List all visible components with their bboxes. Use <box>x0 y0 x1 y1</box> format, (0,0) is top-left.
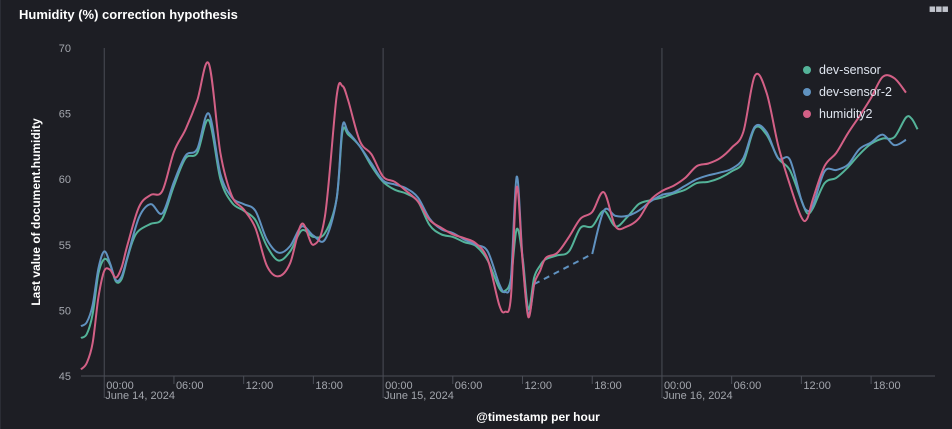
legend-item[interactable]: humidity2 <box>819 107 873 121</box>
chart-grid <box>81 48 935 398</box>
legend-swatch <box>803 110 811 118</box>
x-tick-date-label: June 16, 2024 <box>663 390 733 402</box>
x-tick-label: 18:00 <box>315 380 343 392</box>
x-axis-title: @timestamp per hour <box>476 410 600 424</box>
y-tick-label: 55 <box>59 240 71 252</box>
y-tick-label: 70 <box>59 43 71 55</box>
series-line-dev-sensor-2 <box>80 112 536 328</box>
y-tick-label: 60 <box>59 174 71 186</box>
x-tick-label: 06:00 <box>455 380 483 392</box>
y-tick-label: 65 <box>59 109 71 121</box>
panel-title: Humidity (%) correction hypothesis <box>19 7 238 22</box>
legend-item[interactable]: dev-sensor-2 <box>819 85 892 99</box>
x-tick-date-label: June 14, 2024 <box>105 390 175 402</box>
legend: dev-sensor dev-sensor-2 humidity2 <box>803 63 892 121</box>
x-tick-label: 00:00 <box>106 380 134 392</box>
x-tick-label: 12:00 <box>525 380 553 392</box>
x-tick-label: 06:00 <box>176 380 204 392</box>
x-tick-label: 00:00 <box>385 380 413 392</box>
x-tick-label: 00:00 <box>664 380 692 392</box>
y-axis-title: Last value of document.humidity <box>29 118 43 306</box>
y-tick-label: 50 <box>59 305 71 317</box>
x-tick-date-label: June 15, 2024 <box>384 390 454 402</box>
x-tick-label: 06:00 <box>734 380 762 392</box>
ellipsis-icon[interactable]: ▪▪▪ <box>928 2 949 15</box>
series-line-dev-sensor-2 <box>591 123 907 255</box>
series-gap-line-dev-sensor-2 <box>533 253 593 286</box>
legend-item[interactable]: dev-sensor <box>819 63 881 77</box>
legend-swatch <box>803 88 811 96</box>
series-line-humidity2 <box>80 61 907 371</box>
x-tick-label: 12:00 <box>803 380 831 392</box>
x-tick-label: 18:00 <box>594 380 622 392</box>
chart-series <box>80 61 919 371</box>
y-tick-label: 45 <box>59 371 71 383</box>
legend-swatch <box>803 66 811 74</box>
y-axis-ticks: 45 50 55 60 65 70 <box>59 43 71 383</box>
x-tick-label: 12:00 <box>246 380 274 392</box>
x-tick-label: 18:00 <box>873 380 901 392</box>
